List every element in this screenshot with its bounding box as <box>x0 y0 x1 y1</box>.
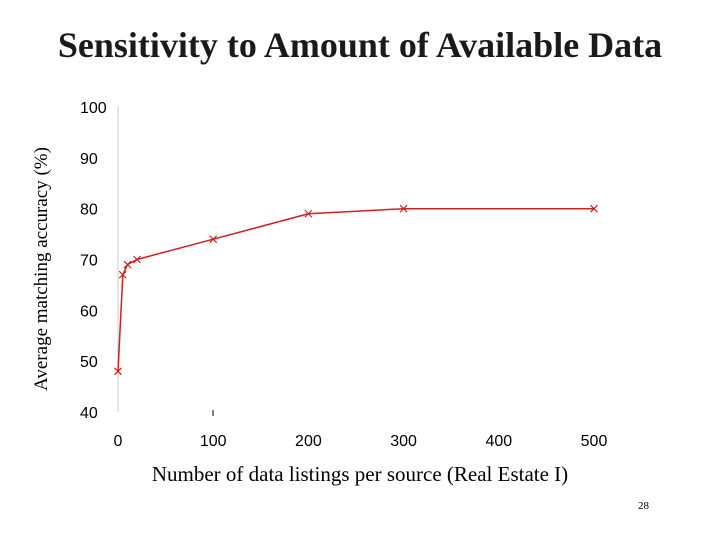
y-tick-label: 40 <box>80 405 98 422</box>
y-tick-label: 90 <box>80 151 98 168</box>
x-tick-label: 500 <box>581 433 608 450</box>
y-tick-label: 100 <box>80 100 107 117</box>
data-point-marker <box>123 260 132 269</box>
x-tick-label: 200 <box>295 433 322 450</box>
data-point-markers <box>114 204 598 376</box>
x-tick-labels: 0 100 200 300 400 500 <box>114 433 608 450</box>
data-point-marker <box>133 255 141 264</box>
x-tick-label: 400 <box>485 433 512 450</box>
series-line <box>117 207 594 372</box>
y-tick-label: 60 <box>80 303 98 320</box>
y-tick-label: 50 <box>80 354 98 371</box>
data-point-marker <box>304 209 313 218</box>
data-point-marker <box>118 270 127 279</box>
page-number: 28 <box>638 500 649 512</box>
x-axis-label: Number of data listings per source (Real… <box>151 462 569 486</box>
x-tick-label: 0 <box>114 433 123 450</box>
x-tick-label: 100 <box>200 433 227 450</box>
data-point-marker <box>209 235 218 244</box>
y-tick-label: 80 <box>80 202 98 219</box>
y-tick-label: 70 <box>80 253 98 270</box>
x-tick-label: 300 <box>390 433 417 450</box>
data-point-marker <box>399 204 408 213</box>
data-point-marker <box>114 367 122 376</box>
data-point-marker <box>590 204 598 213</box>
chart-title: Sensitivity to Amount of Available Data <box>57 25 663 65</box>
y-tick-labels: 100 90 80 70 60 50 40 <box>80 100 107 422</box>
